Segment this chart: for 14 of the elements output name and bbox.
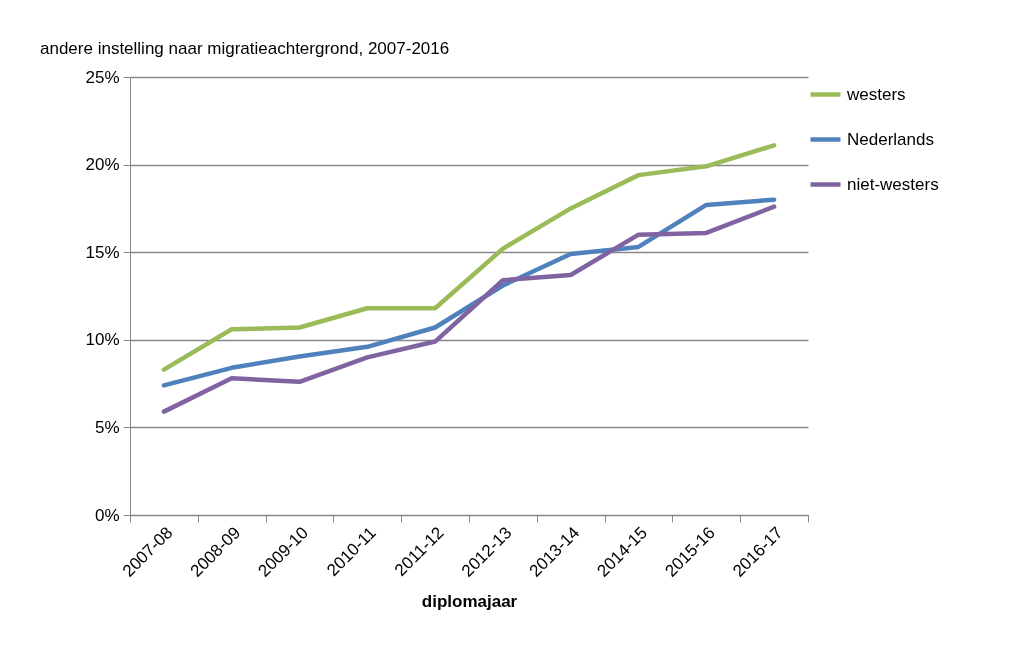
- line-series: [161, 143, 777, 372]
- chart-title: andere instelling naar migratieachtergrond, 2007-2016: [40, 39, 450, 58]
- x-axis-title: diplomajaar: [421, 591, 518, 611]
- y-tick-label: 20%: [85, 155, 120, 175]
- y-tick-label: 10%: [85, 330, 120, 350]
- legend-label: westers: [846, 84, 906, 104]
- line-series: [161, 197, 777, 388]
- line-series: [161, 204, 777, 414]
- y-tick-label: 5%: [94, 417, 120, 437]
- y-tick-label: 0%: [94, 505, 120, 525]
- y-tick-label: 25%: [85, 67, 120, 87]
- y-tick-label: 15%: [85, 242, 120, 262]
- legend-label: niet-westers: [847, 174, 939, 194]
- legend-label: Nederlands: [847, 129, 934, 149]
